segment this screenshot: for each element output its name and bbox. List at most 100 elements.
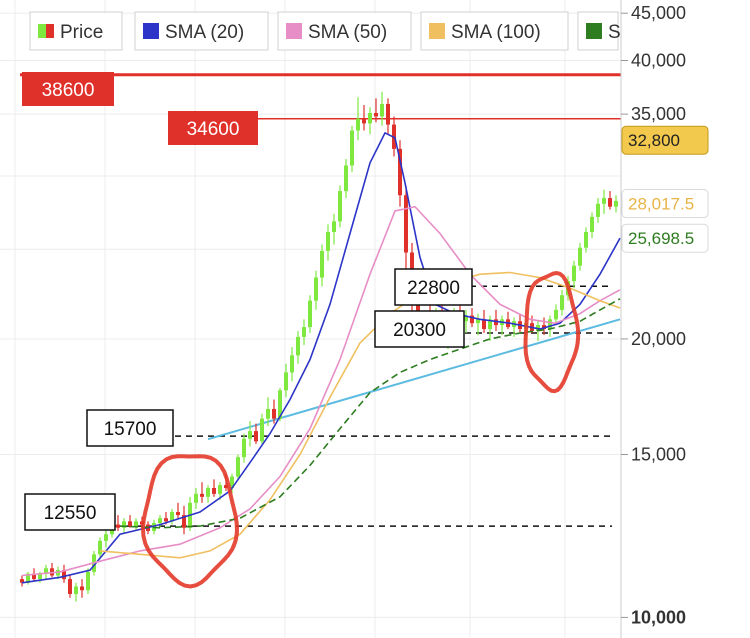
candle-body bbox=[464, 315, 468, 322]
candle-body bbox=[320, 250, 324, 278]
reference-labels: 38600 34600 22800 20300 15700 12550 bbox=[22, 72, 473, 531]
y-axis: 45,000 40,000 35,000 20,000 15,000 10,000 bbox=[620, 0, 686, 638]
sma-line bbox=[119, 298, 621, 529]
support-label: 15700 bbox=[104, 419, 157, 440]
trendline bbox=[207, 318, 621, 441]
candle-body bbox=[314, 277, 318, 301]
sma-line bbox=[21, 205, 621, 577]
candle-body bbox=[560, 295, 564, 310]
highlight-circle bbox=[523, 270, 581, 394]
candle-body bbox=[476, 319, 480, 324]
y-tick-label: 35,000 bbox=[631, 104, 686, 124]
support-label-box bbox=[24, 493, 116, 531]
candle-body bbox=[260, 418, 264, 442]
candle-body bbox=[302, 327, 306, 337]
candle-body bbox=[380, 103, 384, 117]
price-tag-box bbox=[621, 189, 709, 219]
candle-body bbox=[218, 485, 222, 494]
legend-label: SMA (100) bbox=[451, 22, 541, 43]
candle-body bbox=[494, 319, 498, 326]
candle-body bbox=[296, 336, 300, 356]
candle-body bbox=[602, 198, 606, 204]
candle-body bbox=[332, 221, 336, 233]
candle-body bbox=[326, 232, 330, 251]
candle-body bbox=[386, 103, 390, 125]
candle-body bbox=[398, 148, 402, 196]
candle-body bbox=[344, 165, 348, 192]
candle-body bbox=[128, 521, 132, 527]
candle-body bbox=[224, 485, 228, 489]
legend-swatch bbox=[429, 23, 445, 39]
price-tags: 32,800 28,017.5 25,698.5 bbox=[621, 125, 709, 253]
candle-body bbox=[164, 518, 168, 522]
candle-body bbox=[362, 118, 366, 124]
y-tick-label: 45,000 bbox=[631, 3, 686, 23]
legend-item[interactable]: SMA (20) bbox=[134, 11, 269, 51]
y-tick-label: 15,000 bbox=[631, 445, 686, 465]
candle-body bbox=[182, 515, 186, 528]
y-tick-label: 10,000 bbox=[631, 607, 686, 627]
legend-label: S bbox=[608, 22, 621, 43]
candle-body bbox=[266, 408, 270, 419]
price-tag-label: 28,017.5 bbox=[628, 195, 694, 214]
candle-body bbox=[290, 355, 294, 373]
candle-body bbox=[74, 586, 78, 594]
legend-item[interactable]: SMA (50) bbox=[277, 11, 412, 51]
candle-body bbox=[38, 573, 42, 580]
resistance-label: 34600 bbox=[187, 119, 240, 140]
support-label: 12550 bbox=[44, 503, 97, 524]
legend-item[interactable]: Price bbox=[29, 11, 123, 51]
price-tag-label: 32,800 bbox=[628, 131, 680, 150]
candle-body bbox=[236, 457, 240, 477]
candle-body bbox=[338, 191, 342, 222]
candle-body bbox=[104, 534, 108, 541]
candle-body bbox=[242, 438, 246, 458]
candle-body bbox=[596, 203, 600, 217]
legend-item[interactable]: SMA (100) bbox=[420, 11, 569, 51]
candle-body bbox=[278, 390, 282, 419]
candle-body bbox=[356, 118, 360, 131]
legend-item[interactable]: S bbox=[577, 11, 621, 51]
support-label-box bbox=[86, 409, 174, 447]
y-tick-label: 20,000 bbox=[631, 329, 686, 349]
candle-body bbox=[248, 431, 252, 439]
candle-body bbox=[170, 511, 174, 522]
candle-body bbox=[206, 488, 210, 497]
legend-label: Price bbox=[60, 22, 103, 43]
support-label: 20300 bbox=[393, 320, 446, 341]
price-tag-box bbox=[621, 223, 709, 253]
legend[interactable]: Price SMA (20) SMA (50) SMA (100) S bbox=[29, 11, 621, 51]
candle-body bbox=[80, 586, 84, 591]
legend-swatch bbox=[586, 23, 602, 39]
candle-body bbox=[200, 493, 204, 497]
candle-body bbox=[254, 431, 258, 442]
trendline-segment bbox=[207, 318, 621, 441]
candle-body bbox=[578, 247, 582, 266]
price-tag-label: 25,698.5 bbox=[628, 229, 694, 248]
candle-body bbox=[482, 319, 486, 330]
candle-body bbox=[86, 571, 90, 591]
candle-body bbox=[26, 573, 30, 583]
highlight-circle bbox=[140, 454, 240, 589]
legend-swatch-down bbox=[46, 24, 54, 38]
candle-body bbox=[116, 524, 120, 528]
price-tag-box bbox=[621, 125, 709, 155]
candle-body bbox=[470, 315, 474, 324]
legend-item-box bbox=[420, 11, 569, 51]
candle-body bbox=[176, 511, 180, 516]
candle-body bbox=[404, 195, 408, 253]
candle-body bbox=[374, 112, 378, 117]
resistance-label-box bbox=[22, 72, 114, 106]
candle-body bbox=[158, 518, 162, 523]
candle-body bbox=[230, 476, 234, 489]
candle-body bbox=[608, 198, 612, 207]
candle-body bbox=[98, 540, 102, 555]
candle-body bbox=[134, 521, 138, 527]
y-tick-label: 40,000 bbox=[631, 50, 686, 70]
candle-body bbox=[194, 493, 198, 503]
resistance-label-box bbox=[168, 111, 258, 145]
candle-body bbox=[554, 309, 558, 320]
legend-swatch bbox=[286, 23, 302, 39]
candle-body bbox=[350, 130, 354, 166]
